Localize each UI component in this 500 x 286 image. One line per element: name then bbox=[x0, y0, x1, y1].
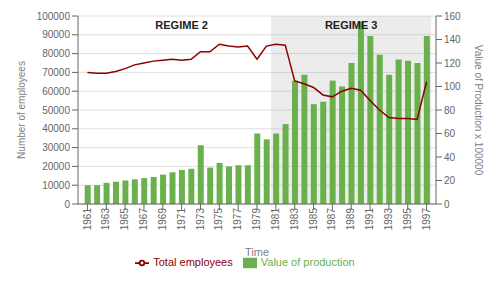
svg-text:1967: 1967 bbox=[138, 208, 149, 231]
svg-text:Number of employees: Number of employees bbox=[16, 61, 27, 159]
svg-text:160: 160 bbox=[444, 11, 461, 22]
svg-text:1969: 1969 bbox=[157, 208, 168, 231]
svg-text:120: 120 bbox=[444, 58, 461, 69]
svg-text:60000: 60000 bbox=[42, 86, 70, 97]
svg-text:50000: 50000 bbox=[42, 105, 70, 116]
svg-text:40: 40 bbox=[444, 152, 456, 163]
svg-text:90000: 90000 bbox=[42, 29, 70, 40]
svg-text:1991: 1991 bbox=[364, 208, 375, 231]
svg-text:REGIME 2: REGIME 2 bbox=[155, 19, 208, 31]
svg-text:100000: 100000 bbox=[37, 11, 71, 22]
svg-text:1983: 1983 bbox=[289, 208, 300, 231]
svg-text:30000: 30000 bbox=[42, 142, 70, 153]
svg-text:70000: 70000 bbox=[42, 67, 70, 78]
svg-text:Time: Time bbox=[245, 246, 269, 258]
svg-text:1989: 1989 bbox=[345, 208, 356, 231]
svg-text:1997: 1997 bbox=[421, 208, 432, 231]
html-text:Value of production: Value of production bbox=[260, 256, 355, 268]
svg-text:1973: 1973 bbox=[195, 208, 206, 231]
svg-text:80000: 80000 bbox=[42, 48, 70, 59]
svg-text:0: 0 bbox=[64, 199, 70, 210]
svg-text:REGIME 3: REGIME 3 bbox=[325, 19, 378, 31]
svg-text:0: 0 bbox=[444, 199, 450, 210]
svg-text:1981: 1981 bbox=[270, 208, 281, 231]
svg-text:1965: 1965 bbox=[119, 208, 130, 231]
svg-text:1985: 1985 bbox=[308, 208, 319, 231]
svg-text:60: 60 bbox=[444, 128, 456, 139]
svg-text:1961: 1961 bbox=[82, 208, 93, 231]
svg-text:1993: 1993 bbox=[383, 208, 394, 231]
svg-text:1987: 1987 bbox=[326, 208, 337, 231]
svg-text:20: 20 bbox=[444, 175, 456, 186]
svg-text:Value of Production x 100000: Value of Production x 100000 bbox=[473, 45, 484, 176]
svg-text:1977: 1977 bbox=[232, 208, 243, 231]
svg-text:1975: 1975 bbox=[213, 208, 224, 231]
svg-text:100: 100 bbox=[444, 81, 461, 92]
svg-text:80: 80 bbox=[444, 105, 456, 116]
svg-text:1963: 1963 bbox=[100, 208, 111, 231]
svg-text:1979: 1979 bbox=[251, 208, 262, 231]
svg-text:20000: 20000 bbox=[42, 161, 70, 172]
html-text:Total employees: Total employees bbox=[153, 256, 233, 268]
svg-text:1995: 1995 bbox=[402, 208, 413, 231]
svg-text:10000: 10000 bbox=[42, 180, 70, 191]
svg-text:40000: 40000 bbox=[42, 123, 70, 134]
svg-text:1971: 1971 bbox=[176, 208, 187, 231]
svg-text:140: 140 bbox=[444, 34, 461, 45]
